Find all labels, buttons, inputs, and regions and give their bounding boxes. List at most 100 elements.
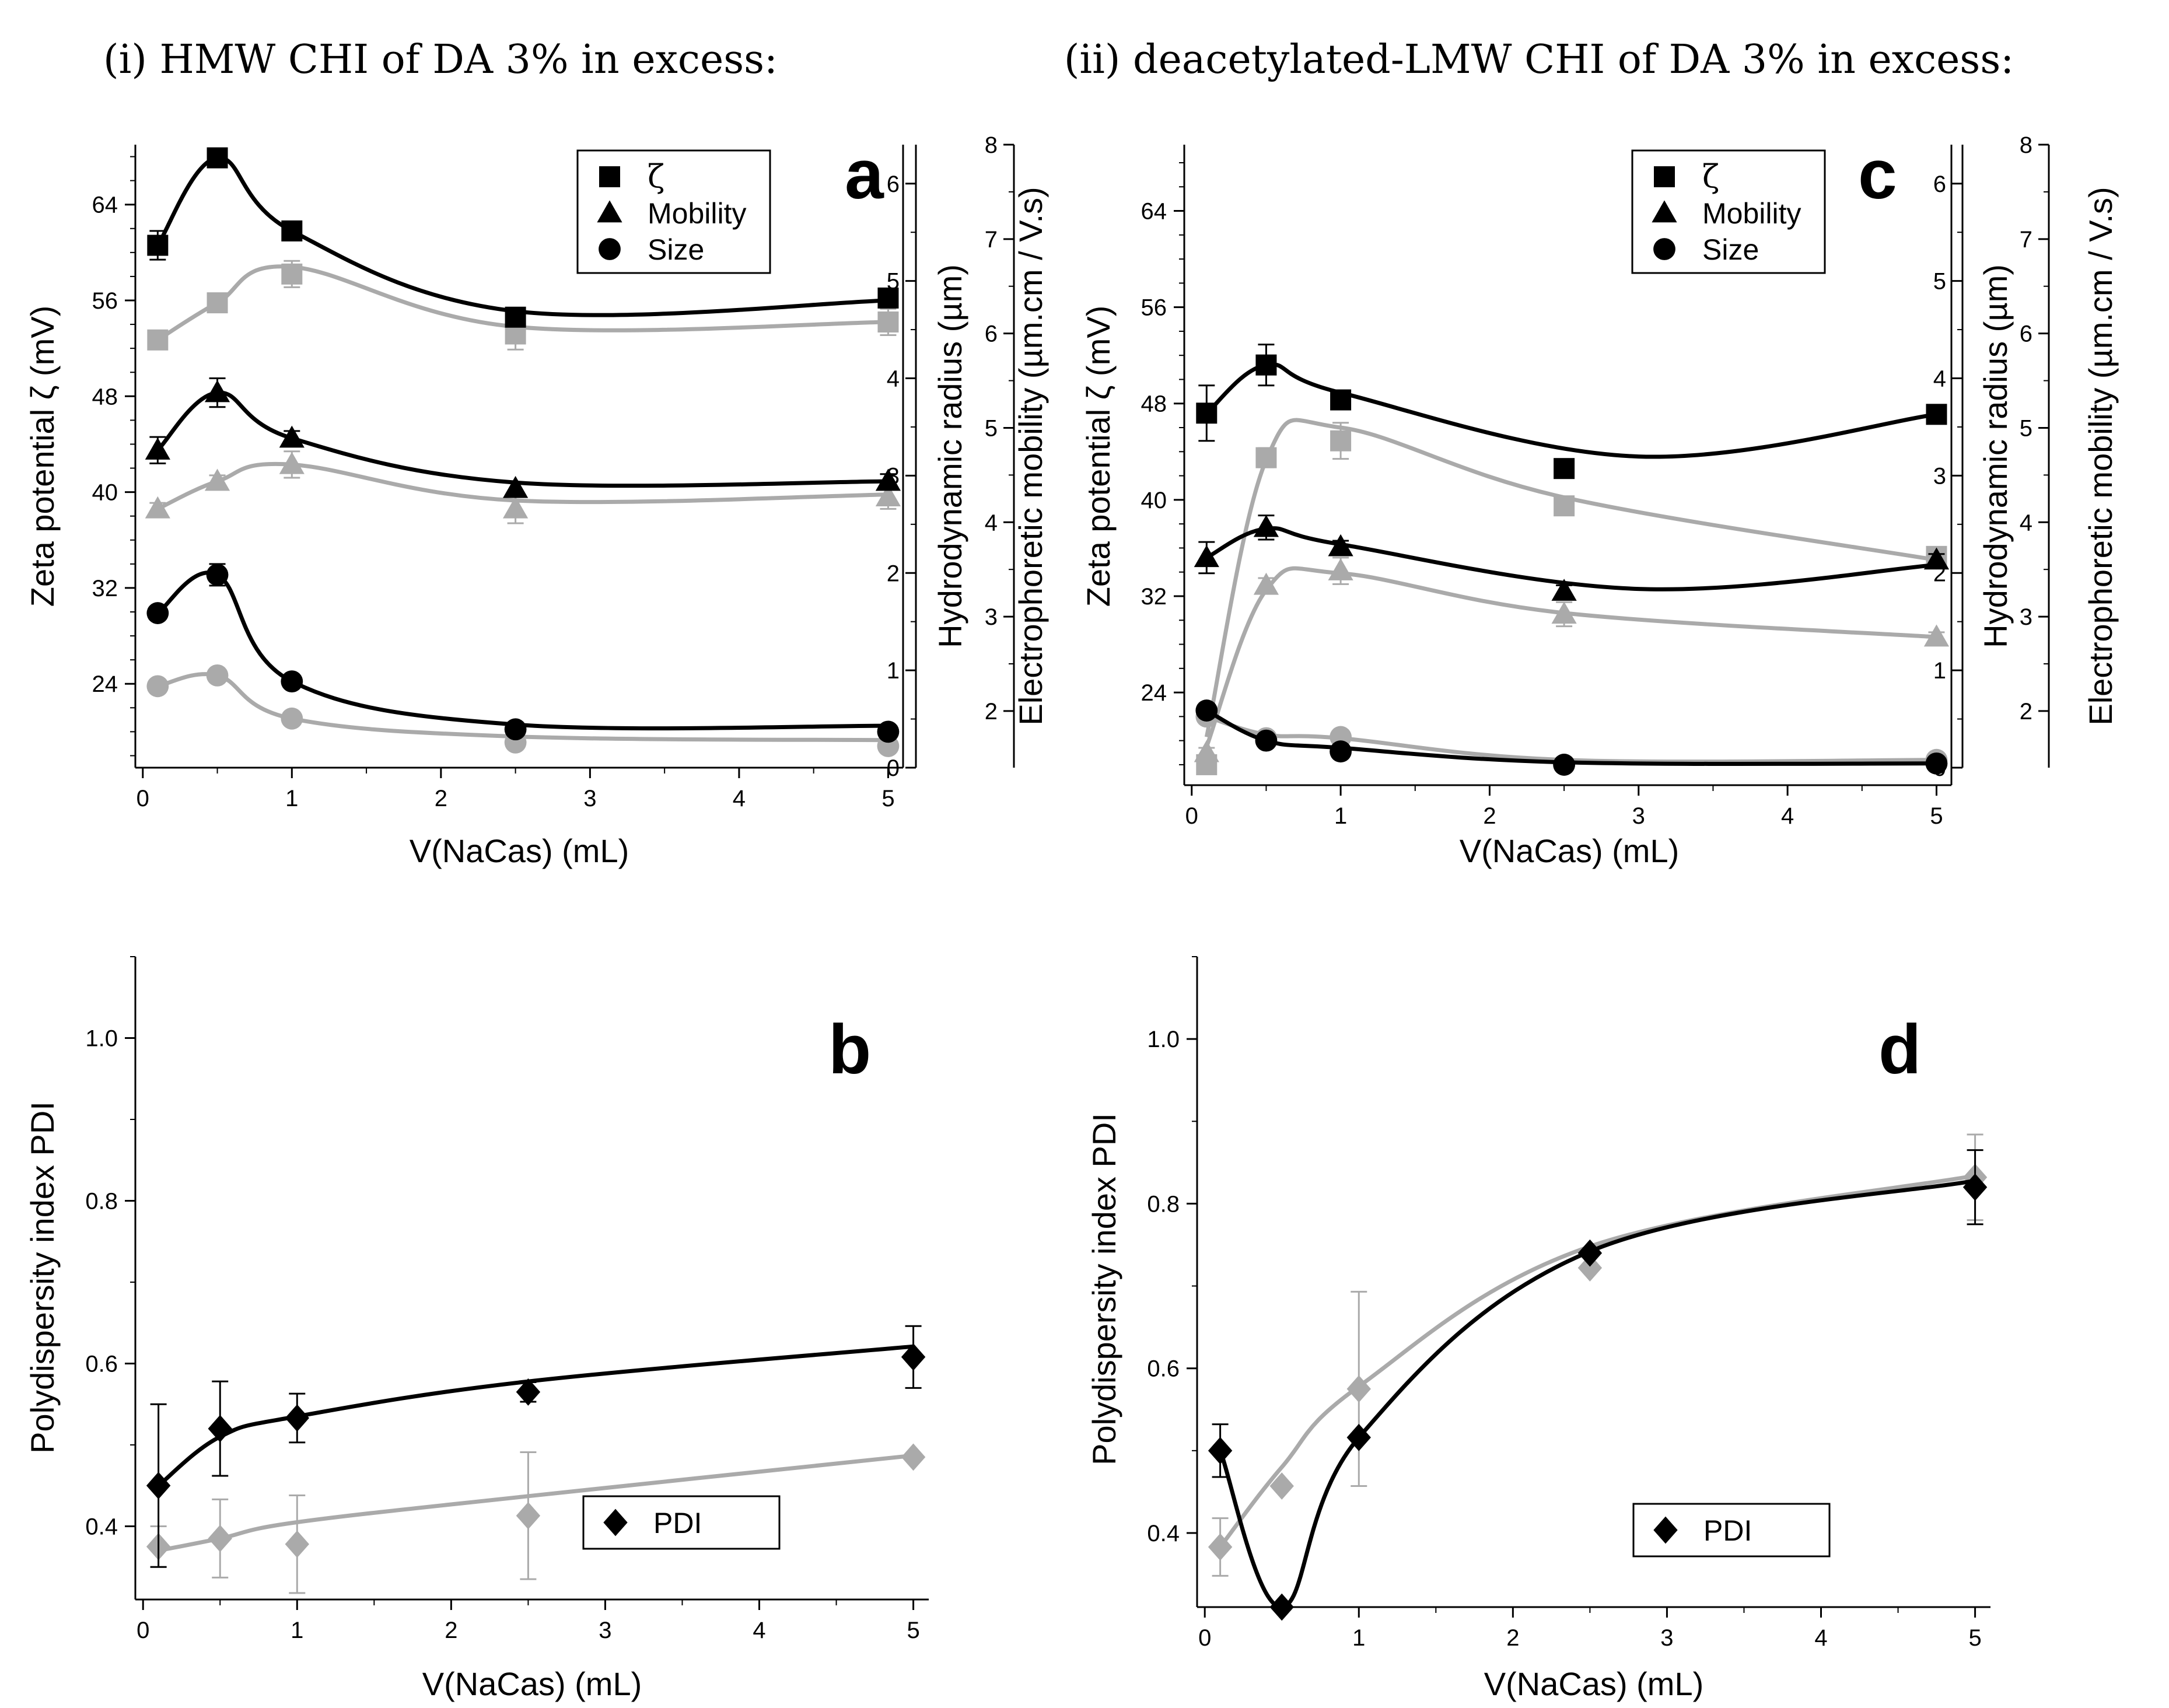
data-point (1194, 545, 1219, 568)
data-point (1196, 402, 1218, 424)
y2-tick-label: 6 (887, 172, 900, 197)
data-point (285, 1530, 309, 1558)
data-point (204, 468, 230, 491)
x-tick-label: 3 (1660, 1625, 1673, 1651)
series-line (1205, 362, 1937, 459)
panel-letter: d (1878, 1010, 1921, 1088)
data-point (1255, 354, 1277, 376)
x-tick-label: 1 (291, 1618, 303, 1643)
x-tick-label: 0 (1185, 803, 1198, 829)
data-point (208, 1415, 232, 1443)
series-line (1218, 1178, 1976, 1609)
y-tick-label: 56 (1141, 295, 1167, 321)
x-tick-label: 2 (435, 786, 447, 811)
series--gray- (147, 260, 899, 351)
x-tick-label: 1 (1352, 1625, 1365, 1651)
x-tick-label: 0 (1198, 1625, 1211, 1651)
series-line (1205, 526, 1937, 592)
data-point (207, 147, 228, 169)
data-point (1553, 754, 1576, 776)
y-tick-label: 32 (92, 576, 118, 601)
y2-tick-label: 5 (1933, 269, 1946, 295)
series-line (156, 461, 888, 511)
y-axis-label: Zeta potential ζ (mV) (1080, 306, 1117, 607)
y2-tick-label: 3 (1933, 463, 1946, 489)
series-pdi-gray- (146, 1443, 926, 1594)
data-point (1208, 1437, 1233, 1465)
series-mobility-gray- (145, 450, 901, 524)
y-tick-label: 48 (92, 384, 118, 410)
series-mobility (145, 377, 901, 498)
y2-tick-label: 1 (887, 658, 900, 684)
y2-tick-label: 6 (1933, 172, 1946, 197)
x-tick-label: 4 (1781, 803, 1794, 829)
data-point (206, 664, 229, 687)
y-tick-label: 32 (1141, 584, 1167, 610)
title-right: (ii) deacetylated-LMW CHI of DA 3% in ex… (1064, 37, 2014, 83)
x-axis-label: V(NaCas) (mL) (410, 832, 629, 869)
series-pdi-gray- (1208, 1133, 1988, 1577)
chart-panel-a: 0 1 2 3 4 524324048566401234562345678V(NaCas)… (24, 132, 1049, 869)
legend: PDI (582, 1495, 781, 1550)
data-point (1269, 1472, 1294, 1500)
data-point (279, 425, 305, 448)
data-point (1577, 1239, 1603, 1267)
data-point (1330, 740, 1352, 763)
y-tick-label: 0.6 (1147, 1356, 1180, 1382)
data-point (281, 707, 303, 730)
x-axis-label: V(NaCas) (mL) (1484, 1665, 1703, 1702)
y2-axis-label: Hydrodynamic radius (µm) (932, 264, 968, 648)
y-tick-label: 64 (1141, 199, 1167, 225)
data-point (503, 496, 529, 519)
y-tick-label: 0.8 (1147, 1191, 1180, 1217)
chart-panel-d: 0 1 2 3 4 5 0.4 0.6 0.8 1.0 V(NaCas) (mL) Polydispe… (1086, 956, 1990, 1702)
y3-tick-label: 2 (2020, 699, 2032, 724)
y2-tick-label: 0 (887, 755, 900, 781)
data-point (207, 292, 228, 314)
x-tick-label: 0 (137, 1618, 149, 1643)
y-tick-label: 0.4 (85, 1514, 118, 1539)
data-point (1962, 1173, 1988, 1201)
data-point (516, 1378, 541, 1406)
data-point (503, 475, 529, 498)
data-point (901, 1343, 926, 1371)
series-- (1196, 344, 1947, 480)
data-point (1346, 1423, 1371, 1451)
data-point (1554, 495, 1575, 517)
x-tick-label: 5 (907, 1618, 919, 1643)
x-tick-label: 0 (137, 786, 149, 811)
data-point (146, 602, 169, 624)
data-point (146, 675, 169, 698)
y3-tick-label: 3 (2020, 604, 2032, 630)
data-point (1923, 624, 1950, 647)
series-line (156, 570, 888, 731)
x-tick-label: 4 (753, 1618, 765, 1643)
series-pdi (146, 1325, 926, 1568)
x-tick-label: 2 (1483, 803, 1496, 829)
data-point (1253, 572, 1279, 595)
y-tick-label: 1.0 (85, 1026, 118, 1051)
y-tick-label: 40 (1141, 488, 1167, 513)
x-tick-label: 5 (1968, 1625, 1981, 1651)
y-axis-label: Zeta potential ζ (mV) (24, 306, 61, 607)
data-point (875, 484, 901, 507)
data-point (505, 306, 526, 328)
x-tick-label: 4 (733, 786, 746, 811)
y3-tick-label: 7 (2020, 227, 2032, 253)
legend-entry-label: Mobility (648, 197, 746, 230)
series-line (1204, 418, 1937, 738)
legend-marker (1654, 166, 1675, 187)
data-point (1328, 558, 1353, 580)
data-point (877, 287, 899, 309)
y-tick-label: 40 (92, 480, 118, 506)
y-tick-label: 56 (92, 288, 118, 314)
data-point (206, 564, 229, 586)
legend-entry-label: Mobility (1702, 197, 1801, 230)
data-point (145, 496, 170, 519)
data-point (145, 438, 170, 460)
x-tick-label: 4 (1814, 1625, 1827, 1651)
y2-tick-label: 2 (887, 561, 900, 586)
data-point (1330, 389, 1352, 411)
panel-letter: a (845, 135, 884, 214)
